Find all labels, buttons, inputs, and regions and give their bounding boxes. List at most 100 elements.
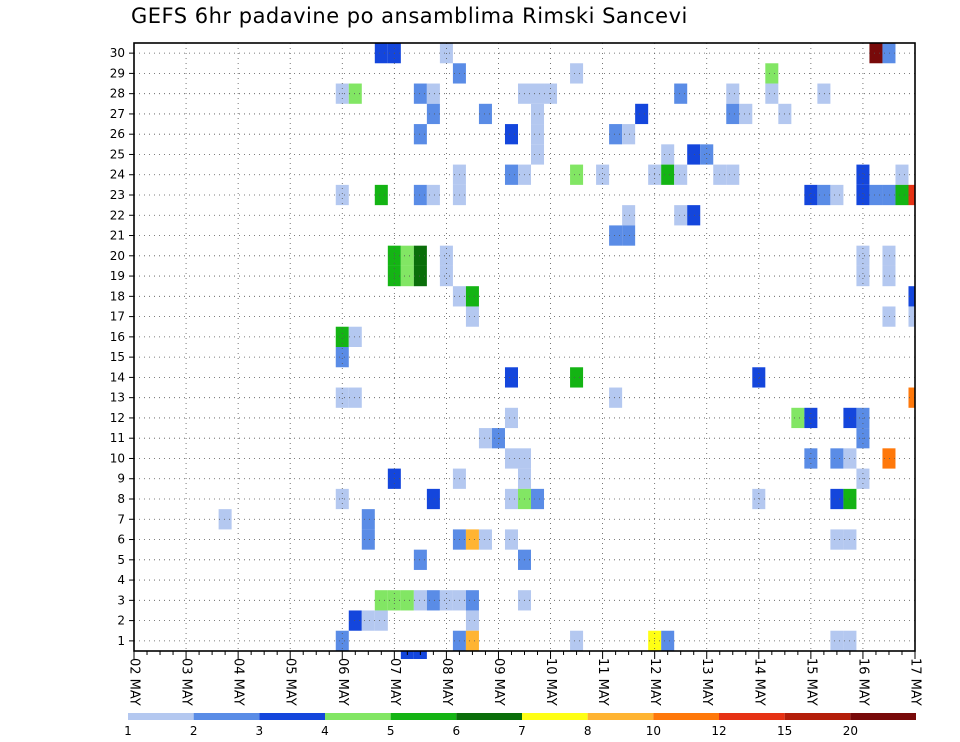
y-tick-label: 3 (117, 593, 125, 607)
heatmap-cell (439, 265, 453, 287)
colorbar-swatch (784, 713, 851, 720)
heatmap-cell (609, 124, 623, 145)
x-tick-label: 04 MAY (231, 658, 246, 706)
heatmap-cell (426, 83, 440, 104)
heatmap-cell (348, 610, 362, 631)
colorbar-label: 4 (321, 724, 329, 738)
heatmap-cell (413, 184, 427, 206)
heatmap-cell (622, 205, 636, 226)
x-tick-label: 14 MAY (751, 658, 766, 706)
heatmap-cell (570, 630, 584, 651)
heatmap-cell (908, 184, 915, 206)
x-tick-label: 10 MAY (543, 658, 558, 706)
heatmap-cell (374, 590, 388, 611)
y-tick-label: 6 (117, 533, 125, 547)
y-tick-label: 29 (110, 66, 125, 80)
x-tick-label: 08 MAY (439, 658, 454, 706)
x-tick-label: 06 MAY (335, 658, 350, 706)
y-tick-label: 12 (110, 411, 125, 425)
heatmap-cell (869, 184, 883, 206)
heatmap-cell (570, 367, 584, 388)
heatmap-cell (465, 529, 479, 550)
colorbar-swatch (128, 713, 194, 720)
heatmap-cell (531, 488, 545, 510)
x-tick-label: 17 MAY (908, 658, 923, 706)
heatmap-cell (504, 367, 518, 388)
heatmap-cell (374, 610, 388, 631)
heatmap-cell (622, 225, 636, 246)
heatmap-cell (830, 630, 844, 651)
colorbar-swatch (193, 713, 260, 720)
colorbar-swatch (522, 713, 588, 720)
heatmap-cell (439, 245, 453, 266)
colorbar-label: 15 (777, 724, 792, 738)
heatmap-cell (465, 306, 479, 327)
heatmap-cell (622, 124, 636, 145)
colorbar-swatch (390, 713, 457, 720)
heatmap-cell (504, 124, 518, 145)
heatmap-cell (726, 83, 740, 104)
heatmap-cell (335, 387, 349, 408)
y-tick-label: 7 (117, 512, 125, 526)
y-tick-label: 1 (117, 634, 125, 648)
heatmap-cell (726, 103, 740, 125)
y-tick-label: 8 (117, 492, 125, 506)
y-tick-label: 28 (110, 87, 125, 101)
heatmap-cell (856, 184, 870, 206)
heatmap-cell (661, 630, 675, 651)
heatmap-cell (465, 590, 479, 611)
x-tick-label: 02 MAY (127, 658, 142, 706)
heatmap-cell (426, 488, 440, 510)
colorbar-swatch (719, 713, 785, 720)
heatmap-cell (465, 610, 479, 631)
heatmap-cell (674, 83, 688, 104)
heatmap-cell (374, 43, 388, 64)
colorbar-swatch (325, 713, 391, 720)
heatmap-cell (661, 144, 675, 165)
y-tick-label: 17 (110, 310, 125, 324)
heatmap-cell (348, 387, 362, 408)
y-tick-labels: 1234567891011121314151617181920212223242… (110, 46, 125, 648)
heatmap-cell (882, 184, 896, 206)
heatmap-cell (882, 43, 896, 64)
heatmap-cell (374, 184, 388, 206)
colorbar: 1 2 3 4 5 6 7 8 10 12 15 20 (124, 713, 916, 738)
y-tick-label: 30 (110, 46, 125, 60)
colorbar-swatch (653, 713, 719, 720)
heatmap-cell (661, 164, 675, 185)
heatmap-cell (504, 407, 518, 429)
heatmap-cell (856, 245, 870, 266)
heatmap-cell (752, 367, 766, 388)
y-tick-label: 5 (117, 553, 125, 567)
y-tick-label: 23 (110, 188, 125, 202)
y-tick-label: 13 (110, 391, 125, 405)
heatmap-cell (413, 245, 427, 266)
y-tick-label: 16 (110, 330, 125, 344)
heatmap-cell (361, 509, 375, 530)
heatmap-cell (465, 286, 479, 307)
heatmap-cell (609, 387, 623, 408)
heatmap-cell (504, 448, 518, 469)
x-tick-label: 11 MAY (595, 658, 610, 706)
heatmap-cell (413, 549, 427, 570)
heatmap-cell (596, 164, 610, 185)
x-tick-label: 13 MAY (699, 658, 714, 706)
heatmap-cell (335, 347, 349, 368)
heatmap-cell (504, 529, 518, 550)
heatmap-cell (570, 63, 584, 84)
heatmap-cell (739, 103, 753, 125)
heatmap-cell (348, 326, 362, 347)
heatmap-cell (400, 265, 414, 287)
colorbar-label: 7 (518, 724, 526, 738)
heatmap-cell (531, 83, 545, 104)
heatmap-cell (804, 184, 818, 206)
heatmap-cell (856, 407, 870, 429)
colorbar-label: 8 (584, 724, 592, 738)
heatmap-cell (335, 630, 349, 651)
y-tick-label: 4 (117, 573, 125, 587)
chart-title: GEFS 6hr padavine po ansamblima Rimski S… (131, 4, 688, 28)
heatmap-cell (895, 164, 909, 185)
heatmap-cell (908, 286, 915, 307)
x-tick-label: 16 MAY (855, 658, 870, 706)
